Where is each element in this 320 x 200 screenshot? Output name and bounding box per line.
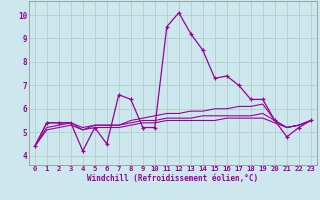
- X-axis label: Windchill (Refroidissement éolien,°C): Windchill (Refroidissement éolien,°C): [87, 174, 258, 183]
